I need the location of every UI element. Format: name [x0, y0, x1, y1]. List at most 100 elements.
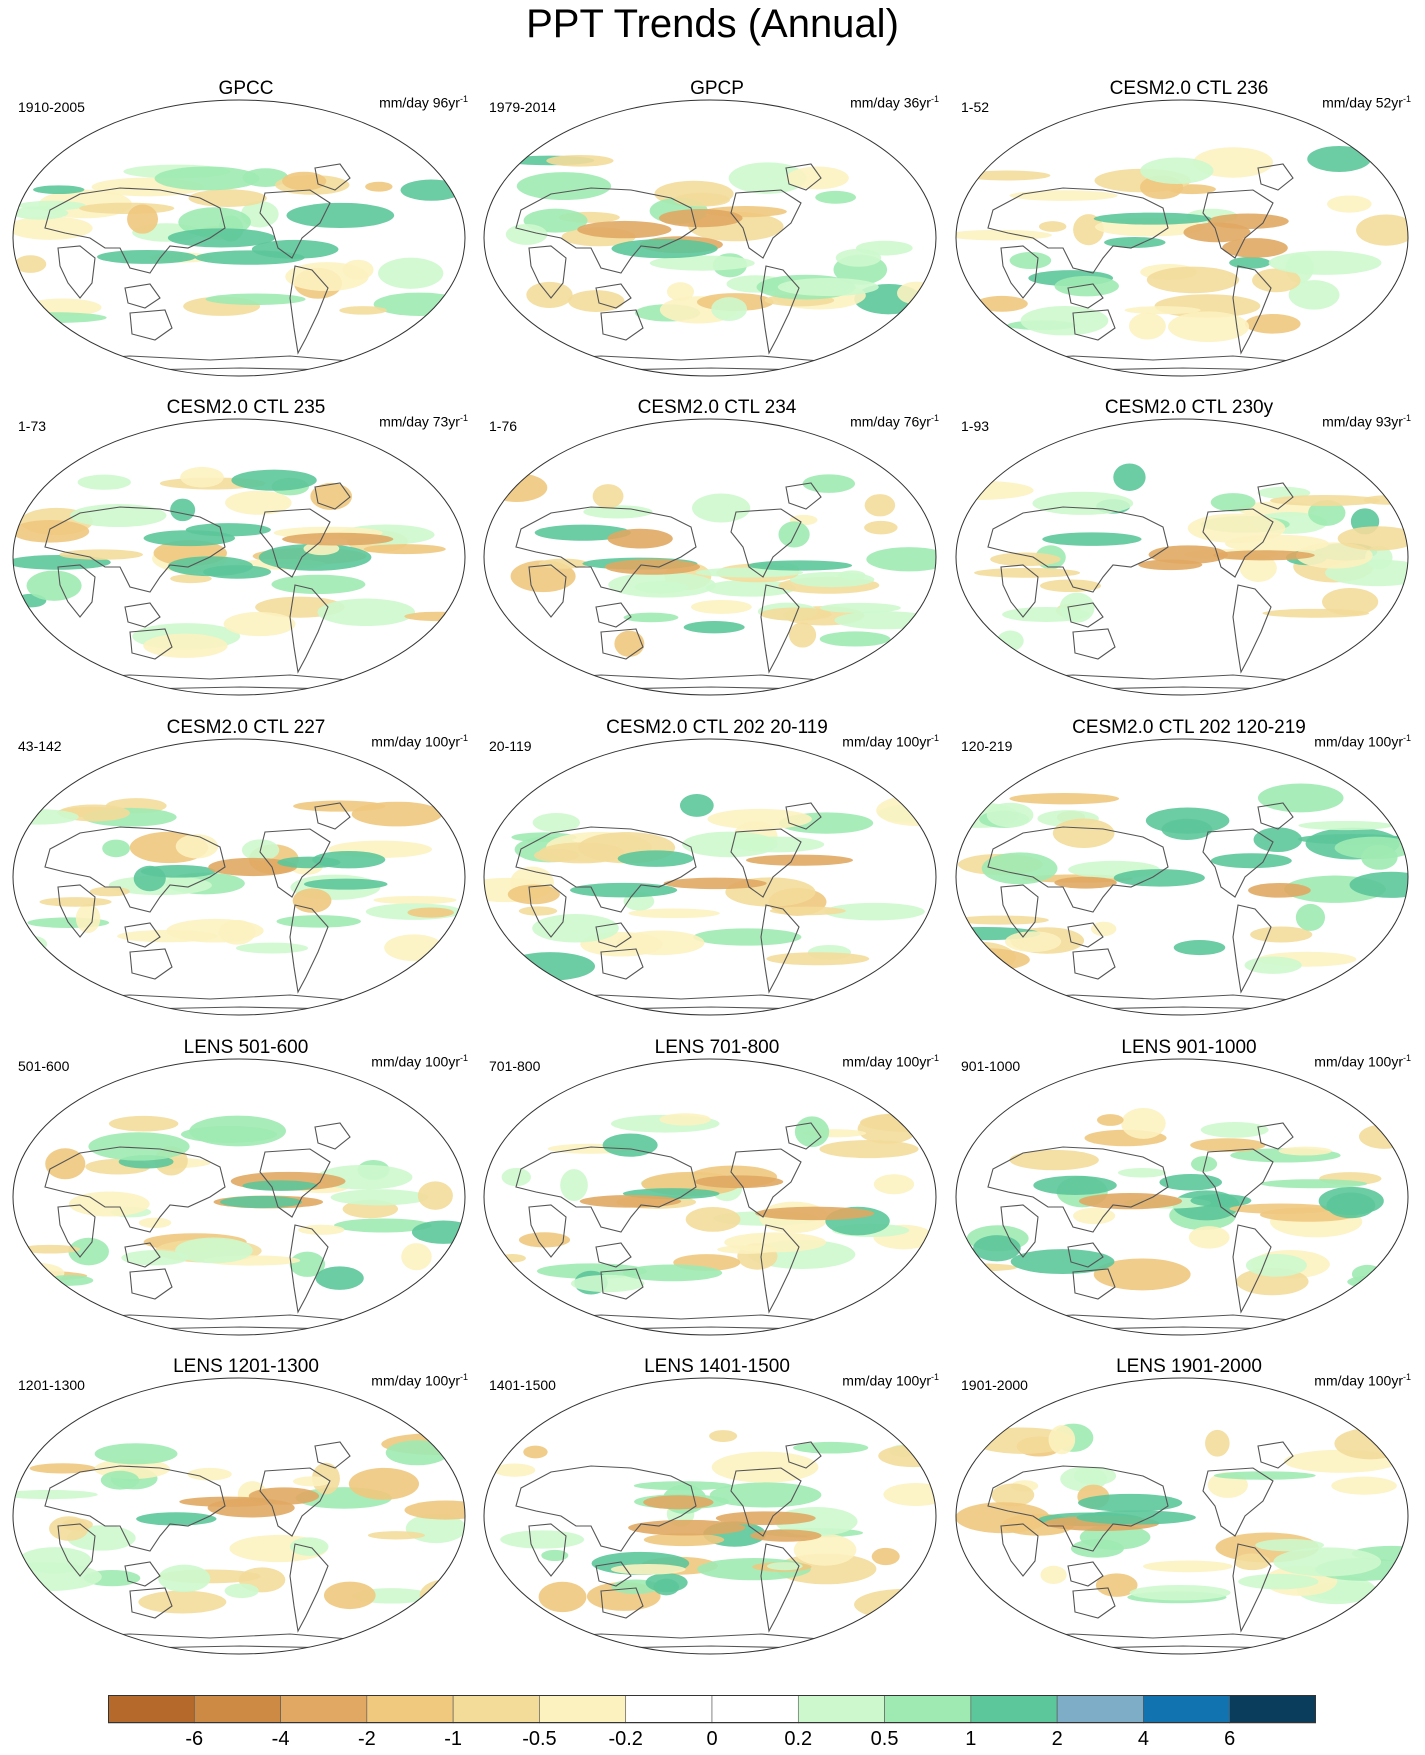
coastline [600, 628, 644, 660]
trend-anomaly [607, 528, 673, 549]
units-exponent: -1 [459, 733, 468, 743]
map-panel: GPCC 1910-2005 mm/day 96yr-1 [10, 78, 482, 378]
colorbar-swatch [1143, 1695, 1231, 1724]
trend-anomaly [1121, 1107, 1166, 1139]
trend-anomaly [653, 1578, 680, 1596]
trend-anomaly [180, 466, 224, 488]
trend-anomaly [1269, 495, 1381, 506]
trend-anomaly [138, 1217, 172, 1229]
trend-anomaly [1113, 869, 1205, 887]
coastline [289, 584, 329, 674]
trend-anomaly [292, 1476, 331, 1487]
trend-anomaly [523, 1445, 548, 1459]
units-exponent: -1 [1402, 413, 1411, 423]
trend-anomaly [1161, 818, 1213, 840]
trend-anomaly [628, 908, 720, 919]
trend-anomaly [1296, 542, 1373, 569]
trend-anomaly [658, 208, 743, 228]
trend-anomaly [1009, 793, 1120, 805]
map-border [955, 418, 1409, 696]
panel-units: mm/day 100yr-1 [1314, 733, 1411, 750]
panel-units: mm/day 52yr-1 [1322, 94, 1411, 111]
trend-anomaly [205, 293, 306, 305]
trend-anomaly [533, 848, 579, 863]
trend-anomaly [634, 580, 690, 594]
trend-anomaly [189, 1115, 287, 1147]
colorbar-swatch [970, 1695, 1058, 1724]
panel-period: 501-600 [18, 1058, 70, 1074]
world-map [12, 1377, 466, 1655]
coastline [730, 1148, 802, 1218]
trend-anomaly [1334, 836, 1408, 860]
coastline [124, 602, 161, 628]
coastline [1257, 802, 1294, 830]
trend-anomaly [385, 1440, 449, 1466]
coastline [129, 948, 173, 980]
trend-anomaly [1095, 1573, 1138, 1597]
trend-anomaly [1327, 195, 1372, 213]
trend-anomaly [691, 599, 752, 614]
panel-title: CESM2.0 CTL 234 [637, 397, 797, 418]
map-panel: CESM2.0 CTL 236 1-52 mm/day 52yr-1 [953, 78, 1425, 378]
trend-anomaly [1148, 545, 1228, 564]
trend-anomaly [225, 490, 292, 515]
world-map [12, 99, 466, 377]
trend-anomaly [1129, 1584, 1231, 1601]
coastline [1000, 1523, 1039, 1577]
units-text: mm/day 100yr [371, 733, 460, 750]
units-exponent: -1 [930, 94, 939, 104]
coastline [528, 1523, 567, 1577]
trend-anomaly [997, 630, 1024, 652]
trend-anomaly [33, 185, 85, 195]
map-border [12, 1377, 466, 1655]
panel-title: LENS 901-1000 [1121, 1037, 1257, 1058]
trend-anomaly [1273, 1547, 1382, 1577]
trend-anomaly [1295, 903, 1326, 931]
trend-anomaly [1159, 1174, 1222, 1191]
trend-anomaly [981, 852, 1058, 885]
coastline [124, 1561, 161, 1587]
trend-anomaly [26, 570, 82, 601]
trend-anomaly [77, 474, 131, 490]
colorbar-tick-label: 0.5 [870, 1728, 899, 1750]
trend-anomaly [755, 1206, 875, 1221]
panel-period: 1-93 [961, 418, 990, 434]
coastline [528, 1204, 567, 1258]
coastline [44, 506, 226, 593]
trend-anomaly [1238, 1573, 1319, 1590]
coastline [1232, 904, 1272, 994]
trend-anomaly [643, 1533, 725, 1547]
trend-anomaly [666, 282, 694, 301]
trend-anomaly [819, 631, 891, 647]
panel-period: 1-52 [961, 99, 990, 115]
map-border [12, 1058, 466, 1336]
trend-anomaly [117, 930, 218, 943]
trend-anomaly [348, 1467, 420, 1500]
trend-anomaly [127, 204, 159, 234]
trend-anomaly [679, 794, 714, 817]
trend-anomaly [220, 1195, 302, 1209]
trend-anomaly [1073, 1207, 1116, 1225]
trend-anomaly [746, 854, 854, 866]
coastline [1202, 189, 1274, 259]
coastline [595, 283, 632, 309]
coastline [785, 802, 822, 830]
trend-anomaly [974, 567, 1081, 578]
trend-anomaly [1244, 314, 1301, 334]
trend-anomaly [170, 574, 212, 584]
colorbar-tick-label: -0.2 [608, 1728, 643, 1750]
trend-anomaly [538, 1581, 587, 1613]
trend-anomaly [864, 520, 898, 535]
panel-title: CESM2.0 CTL 227 [166, 717, 326, 738]
trend-anomaly [276, 915, 361, 928]
coastline [785, 482, 822, 510]
trend-anomaly [293, 800, 386, 812]
world-map [955, 1377, 1409, 1655]
trend-anomaly [505, 223, 548, 245]
units-text: mm/day 52yr [1322, 94, 1403, 111]
trend-anomaly [29, 1463, 96, 1474]
trend-anomaly [1093, 1258, 1191, 1291]
units-exponent: -1 [1402, 733, 1411, 743]
colorbar-swatch [884, 1695, 972, 1724]
coastline [57, 564, 96, 618]
